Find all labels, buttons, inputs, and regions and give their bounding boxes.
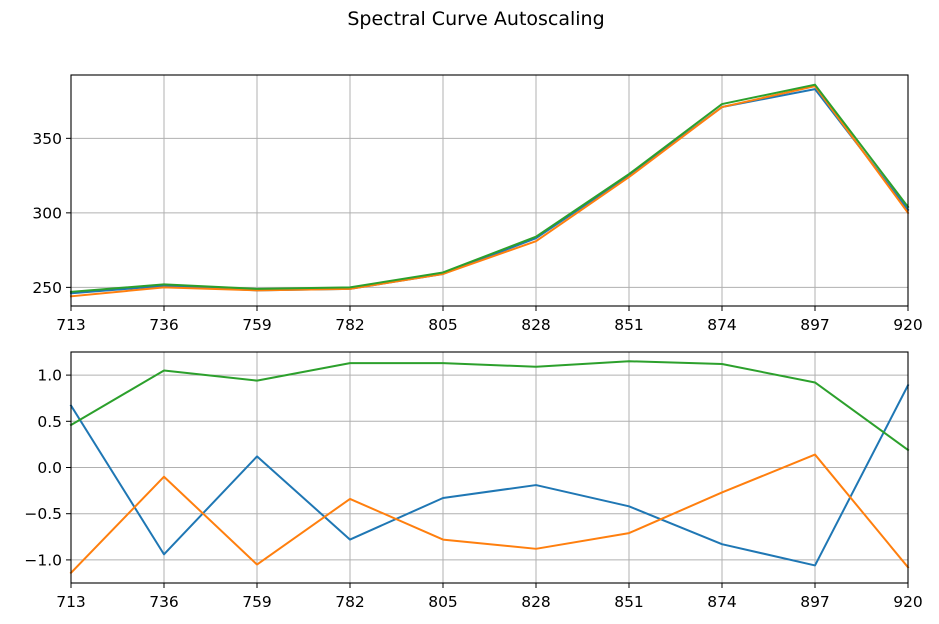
x-tick-label: 920 [893,316,923,334]
series-line-1 [69,383,910,567]
x-tick-label: 920 [893,593,923,611]
y-tick-label: 250 [32,279,62,297]
x-tick-label: 874 [707,593,737,611]
x-tick-label: 897 [800,593,830,611]
axes-frame [70,74,909,307]
series-line-3 [69,83,910,293]
x-tick-label: 736 [149,316,179,334]
chart-title: Spectral Curve Autoscaling [347,8,604,30]
x-tick-label: 759 [242,593,272,611]
chart-panels: 713 736 759 782 805 828 851 874 897 9202503003507… [24,74,923,611]
x-tick-label: 828 [521,593,551,611]
x-tick-label: 782 [335,593,365,611]
panel-1: 713 736 759 782 805 828 851 874 897 920 250 300 350 [32,74,923,334]
x-tick-label: 805 [428,593,458,611]
grid [70,75,909,306]
y-tick-label: 1.0 [37,367,62,385]
y-tick-label: 0.5 [37,413,62,431]
y-tick-label: −1.0 [24,551,62,569]
x-tick-label: 713 [56,316,86,334]
series-line-2 [69,453,910,575]
y-tick-label: 300 [32,204,62,222]
x-tick-label: 736 [149,593,179,611]
x-tick-label: 828 [521,316,551,334]
x-tick-label: 782 [335,316,365,334]
x-tick-label: 805 [428,316,458,334]
series-line-3 [69,360,910,452]
y-tick-label: −0.5 [24,505,62,523]
y-tick-label: 0.0 [37,459,62,477]
x-tick-label: 874 [707,316,737,334]
series-line-1 [69,88,910,295]
series-line-2 [69,85,910,298]
panel-2: 713 736 759 782 805 828 851 874 897 920 −1.0 −0.5 0.… [24,351,923,611]
x-tick-label: 759 [242,316,272,334]
y-tick-label: 350 [32,130,62,148]
x-tick-label: 851 [614,316,644,334]
x-tick-label: 851 [614,593,644,611]
x-tick-label: 713 [56,593,86,611]
x-tick-label: 897 [800,316,830,334]
